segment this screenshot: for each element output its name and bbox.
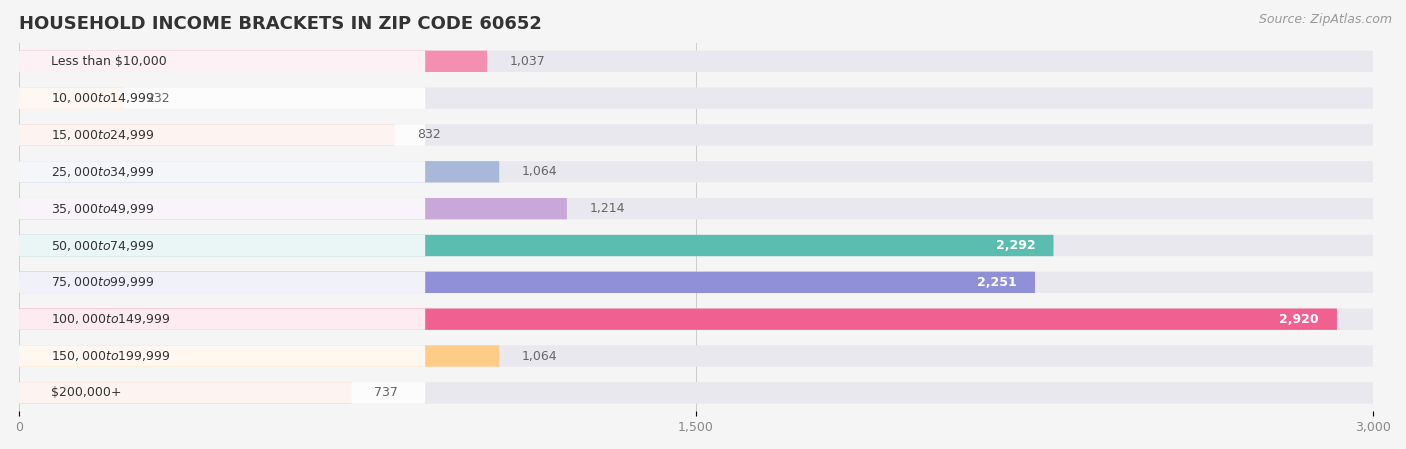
- Text: 232: 232: [146, 92, 170, 105]
- FancyBboxPatch shape: [20, 198, 425, 220]
- Text: $15,000 to $24,999: $15,000 to $24,999: [52, 128, 155, 142]
- FancyBboxPatch shape: [20, 235, 425, 256]
- FancyBboxPatch shape: [20, 88, 1374, 109]
- Text: 2,251: 2,251: [977, 276, 1017, 289]
- FancyBboxPatch shape: [20, 382, 425, 404]
- Text: $10,000 to $14,999: $10,000 to $14,999: [52, 91, 155, 105]
- FancyBboxPatch shape: [20, 198, 567, 220]
- Text: $75,000 to $99,999: $75,000 to $99,999: [52, 275, 155, 289]
- Text: Source: ZipAtlas.com: Source: ZipAtlas.com: [1258, 13, 1392, 26]
- FancyBboxPatch shape: [20, 272, 1374, 293]
- Text: Less than $10,000: Less than $10,000: [52, 55, 167, 68]
- FancyBboxPatch shape: [20, 124, 395, 145]
- FancyBboxPatch shape: [20, 198, 1374, 220]
- Text: 1,214: 1,214: [589, 202, 626, 215]
- Text: HOUSEHOLD INCOME BRACKETS IN ZIP CODE 60652: HOUSEHOLD INCOME BRACKETS IN ZIP CODE 60…: [20, 15, 541, 33]
- Text: 737: 737: [374, 386, 398, 399]
- FancyBboxPatch shape: [20, 88, 425, 109]
- FancyBboxPatch shape: [20, 308, 1374, 330]
- FancyBboxPatch shape: [20, 345, 499, 367]
- Text: $100,000 to $149,999: $100,000 to $149,999: [52, 312, 172, 326]
- Text: 2,920: 2,920: [1279, 313, 1319, 326]
- FancyBboxPatch shape: [20, 272, 425, 293]
- FancyBboxPatch shape: [20, 308, 425, 330]
- FancyBboxPatch shape: [20, 345, 425, 367]
- FancyBboxPatch shape: [20, 235, 1053, 256]
- Text: $50,000 to $74,999: $50,000 to $74,999: [52, 238, 155, 252]
- FancyBboxPatch shape: [20, 382, 1374, 404]
- Text: $200,000+: $200,000+: [52, 386, 122, 399]
- FancyBboxPatch shape: [20, 161, 1374, 182]
- FancyBboxPatch shape: [20, 161, 499, 182]
- FancyBboxPatch shape: [20, 272, 1035, 293]
- FancyBboxPatch shape: [20, 308, 1337, 330]
- FancyBboxPatch shape: [20, 382, 352, 404]
- FancyBboxPatch shape: [20, 124, 1374, 145]
- Text: 2,292: 2,292: [995, 239, 1035, 252]
- Text: 1,064: 1,064: [522, 349, 557, 362]
- FancyBboxPatch shape: [20, 124, 425, 145]
- FancyBboxPatch shape: [20, 51, 425, 72]
- FancyBboxPatch shape: [20, 88, 124, 109]
- Text: $25,000 to $34,999: $25,000 to $34,999: [52, 165, 155, 179]
- FancyBboxPatch shape: [20, 51, 486, 72]
- Text: $35,000 to $49,999: $35,000 to $49,999: [52, 202, 155, 216]
- FancyBboxPatch shape: [20, 235, 1374, 256]
- FancyBboxPatch shape: [20, 345, 1374, 367]
- Text: 832: 832: [418, 128, 441, 141]
- FancyBboxPatch shape: [20, 51, 1374, 72]
- FancyBboxPatch shape: [20, 161, 425, 182]
- Text: $150,000 to $199,999: $150,000 to $199,999: [52, 349, 172, 363]
- Text: 1,037: 1,037: [509, 55, 546, 68]
- Text: 1,064: 1,064: [522, 165, 557, 178]
